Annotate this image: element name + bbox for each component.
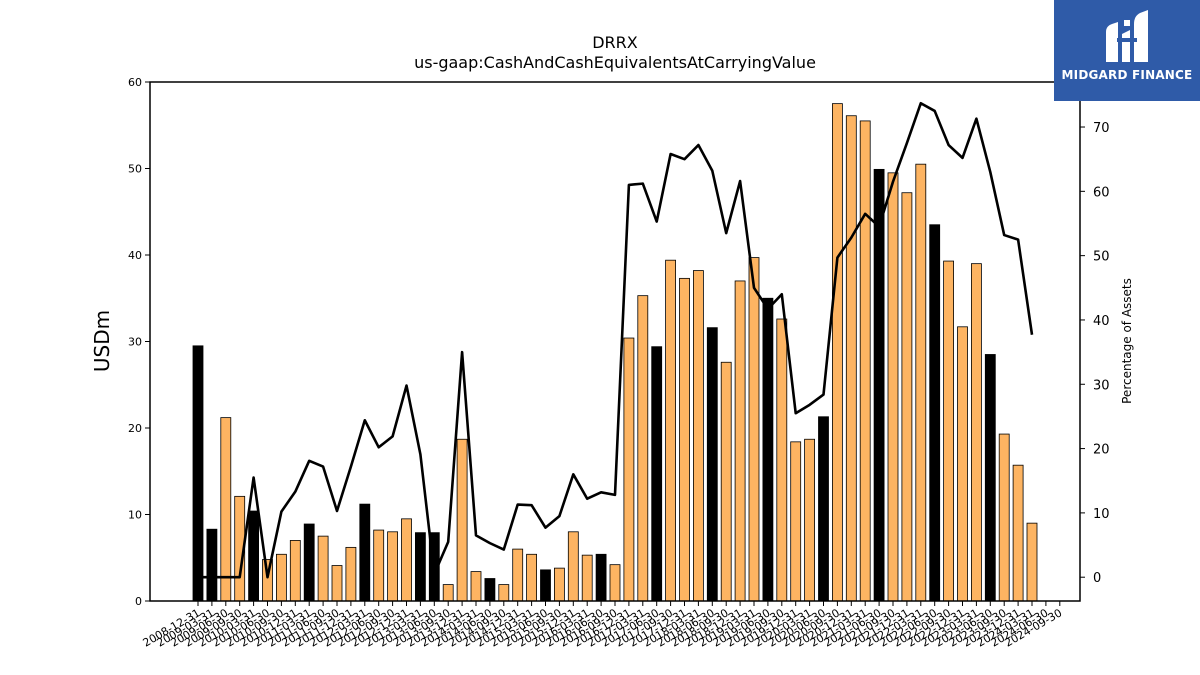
bar-39 — [734, 280, 746, 602]
y2-tick-label-2: 20 — [1093, 443, 1110, 458]
bar-52 — [915, 163, 927, 602]
bar-41 — [762, 297, 774, 602]
bar-42 — [776, 318, 788, 602]
bar-49 — [873, 168, 885, 602]
bar-37 — [706, 327, 718, 602]
y-tick-label-1: 10 — [128, 509, 142, 522]
chart-subtitle: us-gaap:CashAndCashEquivalentsAtCarrying… — [414, 53, 816, 72]
y-tick-label-5: 50 — [128, 163, 142, 176]
bar-35 — [679, 277, 690, 602]
midgard-logo-icon — [1106, 10, 1148, 62]
y2-tick-label-1: 10 — [1093, 507, 1110, 522]
bar-26 — [554, 567, 565, 602]
y-tick-label-0: 0 — [135, 595, 142, 608]
bar-59 — [1012, 464, 1024, 602]
bar-47 — [845, 115, 857, 602]
bar-12 — [359, 503, 371, 602]
y2-tick-label-7: 70 — [1093, 121, 1110, 136]
bar-13 — [373, 529, 385, 602]
bar-58 — [998, 433, 1010, 602]
bar-6 — [275, 553, 287, 602]
bar-22 — [498, 584, 510, 602]
bar-43 — [790, 441, 802, 602]
bar-series — [192, 103, 1038, 602]
bar-10 — [331, 565, 343, 602]
bar-60 — [1026, 522, 1038, 602]
bar-48 — [859, 120, 871, 602]
bar-55 — [957, 326, 968, 602]
bar-0 — [192, 345, 204, 602]
y-axis-left: 0 10 20 30 40 50 60 — [128, 76, 150, 608]
bar-28 — [581, 554, 593, 602]
y2-tick-label-4: 40 — [1093, 314, 1110, 329]
bar-7 — [289, 540, 301, 602]
y-tick-label-2: 20 — [128, 422, 142, 435]
bar-57 — [984, 354, 996, 602]
bar-29 — [595, 553, 607, 602]
bar-36 — [693, 270, 704, 602]
brand-name: MIDGARD FINANCE — [1061, 68, 1193, 82]
bar-19 — [456, 438, 468, 602]
bar-23 — [512, 548, 524, 602]
x-axis: 2008-12-312009-03-312009-06-302009-09-30… — [141, 601, 1064, 650]
bar-45 — [818, 416, 829, 602]
y-axis-right: 0 10 20 30 40 50 60 70 — [1080, 121, 1110, 586]
bar-27 — [567, 531, 579, 602]
bar-30 — [609, 564, 621, 602]
y-axis-label-right: Percentage of Assets — [1120, 278, 1134, 404]
bar-56 — [971, 263, 982, 602]
bar-1 — [206, 528, 218, 602]
bar-8 — [303, 523, 315, 602]
bar-50 — [887, 172, 899, 602]
bar-31 — [623, 337, 635, 602]
bar-16 — [414, 532, 426, 602]
bar-51 — [901, 192, 913, 602]
bar-32 — [637, 295, 649, 602]
bar-20 — [470, 571, 482, 602]
bar-44 — [804, 438, 815, 602]
plot-frame — [149, 81, 1081, 602]
y-axis-label-left: USDm — [90, 310, 114, 372]
bar-53 — [929, 224, 941, 602]
bar-2 — [220, 417, 232, 602]
brand-logo: MIDGARD FINANCE — [1054, 0, 1200, 101]
bar-33 — [651, 346, 663, 602]
bar-46 — [832, 103, 843, 602]
chart-title: DRRX — [592, 33, 638, 52]
bar-38 — [720, 361, 732, 602]
bar-54 — [943, 260, 954, 602]
bar-4 — [248, 510, 260, 602]
y2-tick-label-6: 60 — [1093, 185, 1110, 200]
bar-9 — [317, 535, 329, 602]
percentage-line — [198, 101, 1034, 579]
y2-tick-label-5: 50 — [1093, 250, 1110, 265]
line-series — [198, 101, 1034, 579]
bar-11 — [345, 546, 357, 602]
bar-24 — [526, 553, 537, 602]
y-tick-label-3: 30 — [128, 336, 142, 349]
bar-15 — [401, 518, 412, 602]
y-tick-label-6: 60 — [128, 76, 142, 89]
bar-18 — [442, 584, 454, 602]
bar-14 — [387, 531, 399, 602]
y2-tick-label-0: 0 — [1093, 571, 1101, 586]
bar-34 — [665, 259, 676, 602]
y2-tick-label-3: 30 — [1093, 378, 1110, 393]
bar-40 — [748, 257, 760, 602]
bar-21 — [484, 578, 496, 602]
y-tick-label-4: 40 — [128, 249, 142, 262]
bar-25 — [540, 569, 551, 602]
